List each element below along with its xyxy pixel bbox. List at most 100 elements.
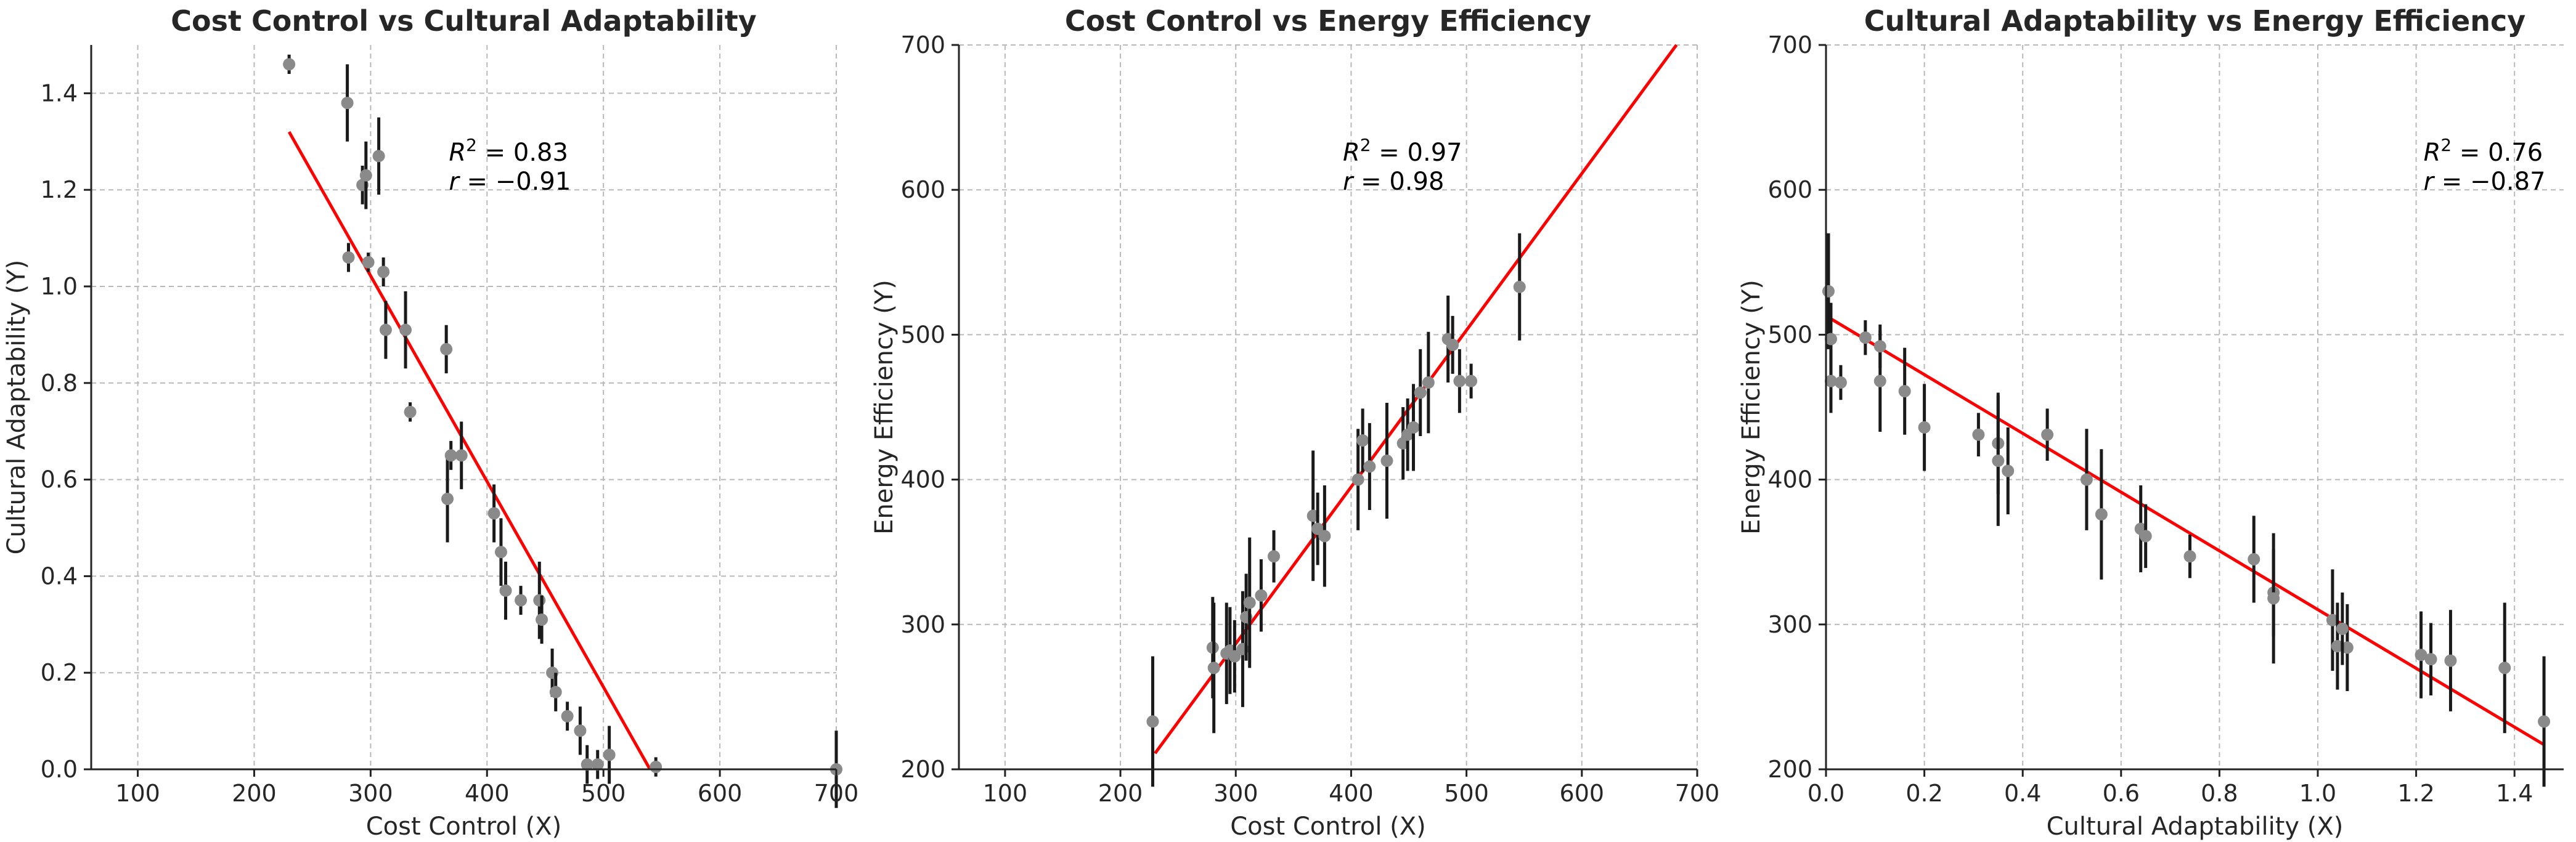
- y-tick-label: 400: [900, 466, 945, 493]
- x-tick-label: 200: [232, 780, 277, 807]
- x-tick-label: 100: [115, 780, 160, 807]
- chart-title: Cost Control vs Cultural Adaptability: [171, 4, 757, 38]
- y-tick-label: 200: [1767, 756, 1812, 783]
- data-point: [1268, 550, 1281, 563]
- y-tick-label: 200: [900, 756, 945, 783]
- y-tick-label: 400: [1767, 466, 1812, 493]
- x-tick-label: 500: [581, 780, 626, 807]
- y-tick-label: 500: [1767, 321, 1812, 348]
- data-point: [1356, 434, 1369, 447]
- x-tick-label: 200: [1098, 780, 1143, 807]
- x-tick-label: 1.2: [2397, 780, 2434, 807]
- data-point: [1446, 338, 1459, 351]
- y-tick-label: 0.6: [41, 466, 78, 493]
- panel-cost-vs-energy: Cost Control vs Energy Efficiency Cost C…: [870, 4, 1719, 841]
- data-point: [1918, 421, 1931, 434]
- data-point: [1351, 473, 1364, 486]
- y-tick-label: 700: [1767, 31, 1812, 59]
- r-squared-annotation: R2 = 0.97: [1343, 135, 1462, 168]
- data-point: [1363, 460, 1376, 473]
- y-tick-label: 0.2: [41, 659, 78, 686]
- panel-cultural-vs-energy: Cultural Adaptability vs Energy Efficien…: [1737, 4, 2564, 841]
- x-tick-label: 300: [1213, 780, 1258, 807]
- x-axis-label: Cost Control (X): [1230, 812, 1426, 841]
- x-tick-label: 1.0: [2299, 780, 2336, 807]
- data-point: [2095, 508, 2108, 521]
- y-tick-label: 300: [1767, 611, 1812, 638]
- data-point: [1992, 455, 2005, 468]
- data-point: [1243, 596, 1256, 609]
- data-point: [2444, 654, 2457, 667]
- data-point: [341, 97, 354, 110]
- y-axis-label: Energy Efficiency (Y): [1737, 280, 1766, 535]
- data-point: [2498, 662, 2511, 674]
- data-point: [441, 492, 454, 505]
- data-point: [536, 613, 548, 626]
- data-point: [549, 686, 562, 698]
- data-point: [2080, 473, 2093, 486]
- data-point: [1972, 428, 1985, 441]
- y-tick-label: 500: [900, 321, 945, 348]
- data-point: [603, 748, 616, 761]
- y-tick-label: 0.0: [41, 756, 78, 783]
- data-point: [359, 169, 372, 182]
- x-axis-label: Cost Control (X): [366, 812, 562, 841]
- data-point: [362, 256, 375, 269]
- data-point: [2267, 592, 2280, 605]
- y-tick-label: 600: [900, 176, 945, 203]
- r-squared-annotation: R2 = 0.76: [2424, 135, 2543, 168]
- data-point: [561, 710, 574, 723]
- data-point: [1380, 455, 1393, 468]
- x-tick-label: 0.2: [1906, 780, 1942, 807]
- data-point: [2002, 464, 2015, 477]
- data-point: [377, 265, 390, 278]
- data-point: [399, 323, 412, 336]
- x-tick-label: 0.0: [1808, 780, 1844, 807]
- data-point: [2331, 640, 2344, 653]
- r-annotation: r = 0.98: [1343, 168, 1444, 196]
- data-point: [455, 449, 468, 462]
- data-point: [2041, 428, 2054, 441]
- data-point: [2341, 641, 2354, 654]
- x-axis-label: Cultural Adaptability (X): [2047, 812, 2344, 841]
- data-point: [2248, 553, 2260, 565]
- y-tick-label: 0.4: [41, 562, 78, 589]
- data-point: [1824, 374, 1837, 387]
- data-point: [2538, 715, 2551, 728]
- x-tick-label: 700: [814, 780, 859, 807]
- data-point: [2415, 649, 2427, 662]
- y-tick-label: 700: [900, 31, 945, 59]
- data-point: [1228, 650, 1241, 663]
- x-tick-label: 0.6: [2103, 780, 2140, 807]
- data-point: [283, 58, 296, 71]
- data-point: [440, 342, 453, 355]
- data-point: [494, 546, 507, 559]
- x-tick-label: 1.4: [2496, 780, 2533, 807]
- chart-title: Cultural Adaptability vs Energy Efficien…: [1864, 4, 2526, 38]
- data-point: [487, 507, 500, 520]
- r-annotation: r = −0.87: [2424, 168, 2546, 196]
- data-point: [404, 405, 417, 418]
- regression-line: [1825, 314, 2545, 747]
- plot-area: [1822, 44, 2564, 787]
- data-point: [1824, 333, 1837, 346]
- y-axis-label: Cultural Adaptability (Y): [2, 260, 31, 555]
- data-point: [1465, 374, 1478, 387]
- data-point: [1859, 331, 1872, 344]
- x-tick-label: 700: [1675, 780, 1720, 807]
- data-point: [499, 584, 512, 597]
- panel-cost-vs-cultural: Cost Control vs Cultural Adaptability Co…: [2, 4, 858, 841]
- chart-title: Cost Control vs Energy Efficiency: [1065, 4, 1591, 38]
- data-point: [1414, 386, 1427, 399]
- x-tick-label: 500: [1444, 780, 1489, 807]
- data-point: [1873, 340, 1886, 353]
- y-axis-label: Energy Efficiency (Y): [870, 280, 899, 535]
- data-point: [591, 758, 604, 771]
- x-tick-label: 400: [465, 780, 510, 807]
- x-tick-label: 600: [698, 780, 743, 807]
- x-tick-label: 0.4: [2004, 780, 2041, 807]
- y-tick-label: 0.8: [41, 370, 78, 397]
- data-point: [533, 594, 546, 607]
- data-point: [1873, 374, 1886, 387]
